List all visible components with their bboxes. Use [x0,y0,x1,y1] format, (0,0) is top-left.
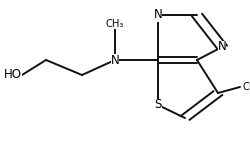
Text: N: N [153,8,162,21]
Text: N: N [110,53,119,66]
Text: S: S [154,99,161,112]
Text: N: N [217,40,226,53]
Text: CH₃: CH₃ [106,19,124,29]
Text: CH₃: CH₃ [241,82,250,92]
Text: HO: HO [4,68,22,82]
